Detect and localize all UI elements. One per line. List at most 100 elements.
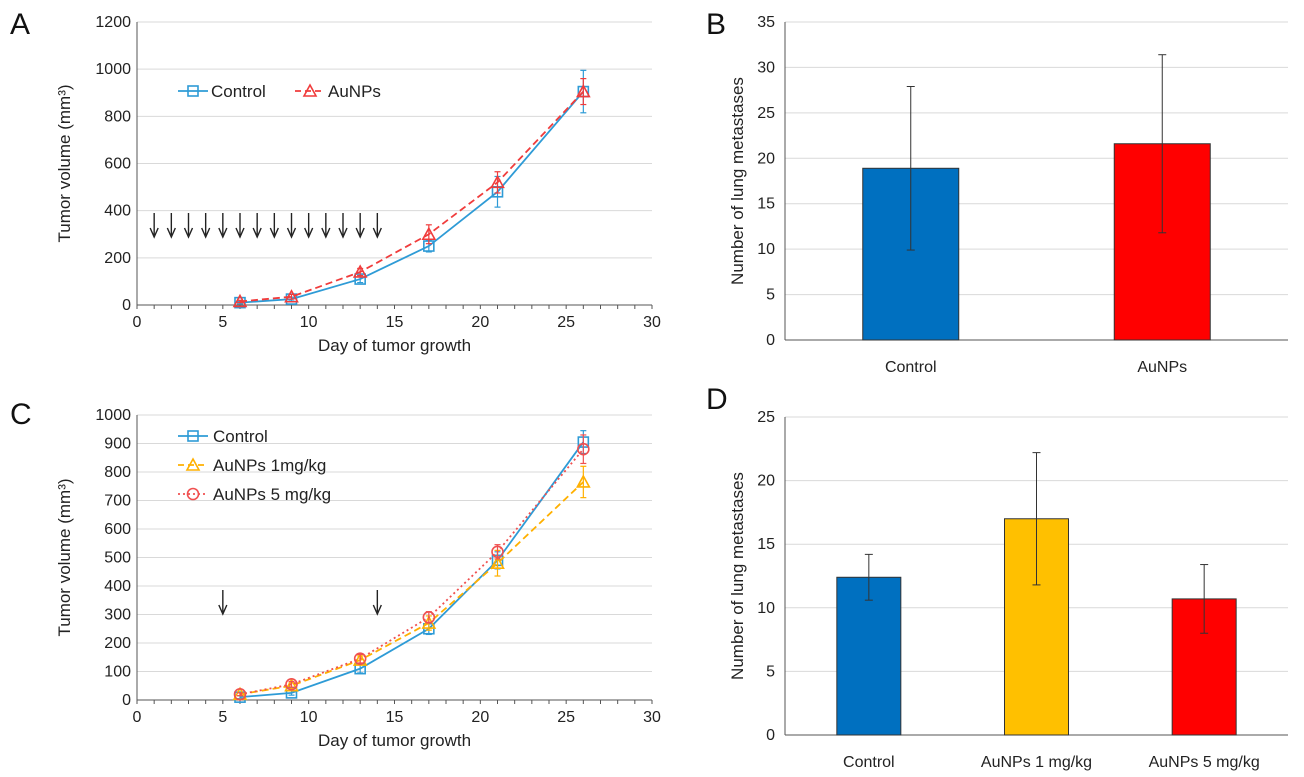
y-tick-label: 20 [757, 473, 775, 490]
data-point [352, 264, 368, 278]
x-tick-label: 15 [386, 709, 404, 726]
y-tick-label: 800 [104, 464, 131, 481]
y-tick-label: 15 [757, 196, 775, 213]
dosing-arrow-head [235, 227, 245, 239]
data-point [233, 687, 247, 701]
y-tick-label: 35 [757, 14, 775, 31]
y-tick-label: 0 [122, 297, 131, 314]
dosing-arrow-head [149, 227, 159, 239]
y-tick-label: 0 [766, 332, 775, 349]
dosing-arrow-head [321, 227, 331, 239]
y-tick-label: 20 [757, 150, 775, 167]
legend-label: AuNPs [328, 82, 381, 101]
panel-label-b: B [706, 8, 726, 41]
y-tick-label: 700 [104, 493, 131, 510]
y-tick-label: 10 [757, 241, 775, 258]
series-line-0 [239, 90, 585, 304]
y-axis-title: Number of lung metastases [728, 77, 747, 285]
legend-label: Control [211, 82, 266, 101]
data-point [284, 289, 299, 303]
y-tick-label: 900 [104, 436, 131, 453]
data-point [491, 545, 504, 559]
y-tick-label: 300 [104, 607, 131, 624]
y-tick-label: 1200 [95, 14, 131, 31]
dosing-arrow-head [218, 227, 228, 239]
y-tick-label: 800 [104, 108, 131, 125]
legend-label: AuNPs 5 mg/kg [213, 485, 331, 504]
y-tick-label: 0 [122, 692, 131, 709]
y-tick-label: 25 [757, 105, 775, 122]
y-tick-label: 25 [757, 409, 775, 426]
chart-panel-d: 0 5 10 15 20 25 Control AuNPs 1 mg/kg AuNPs 5 mg… [728, 409, 1288, 771]
data-point [577, 442, 590, 456]
data-point [575, 474, 591, 488]
y-tick-label: 1000 [95, 61, 131, 78]
data-point [490, 174, 505, 189]
x-axis-title: Day of tumor growth [318, 731, 471, 750]
y-tick-label: 1000 [95, 407, 131, 424]
x-tick-label: AuNPs 1 mg/kg [981, 754, 1092, 771]
dosing-arrow-head [201, 227, 211, 239]
x-tick-label: 15 [386, 314, 404, 331]
y-tick-label: 0 [766, 727, 775, 744]
data-point [234, 296, 246, 309]
x-tick-label: 5 [218, 709, 227, 726]
series-line-1 [239, 481, 584, 696]
dosing-arrow-head [286, 227, 297, 239]
x-tick-label: Control [885, 359, 937, 376]
data-point [422, 611, 436, 624]
bar [836, 576, 902, 736]
data-point [284, 678, 299, 692]
legend-marker [187, 85, 199, 97]
y-axis-title: Tumor volume (mm³) [55, 478, 74, 636]
y-tick-label: 100 [104, 664, 131, 681]
panel-label-d: D [706, 383, 728, 416]
x-tick-label: AuNPs 5 mg/kg [1149, 754, 1260, 771]
x-tick-label: 30 [643, 314, 661, 331]
dosing-arrow-head [372, 227, 382, 239]
legend-label: AuNPs 1mg/kg [213, 456, 326, 475]
y-tick-label: 400 [104, 578, 131, 595]
y-axis-title: Number of lung metastases [728, 472, 747, 680]
legend-label: Control [213, 427, 268, 446]
y-tick-label: 15 [757, 536, 775, 553]
dosing-arrow-head [355, 227, 365, 239]
y-tick-label: 200 [104, 250, 131, 267]
x-tick-label: 20 [471, 709, 489, 726]
y-tick-label: 400 [104, 203, 131, 220]
data-point [352, 652, 368, 666]
x-tick-label: 0 [133, 709, 142, 726]
series-line-2 [239, 448, 585, 696]
x-tick-label: 20 [471, 314, 489, 331]
series-line-0 [239, 441, 585, 699]
data-point [353, 652, 367, 665]
y-tick-label: 500 [104, 550, 131, 567]
legend-marker [185, 457, 201, 471]
x-tick-label: Control [843, 754, 895, 771]
dosing-arrow-head [269, 227, 279, 239]
chart-panel-a: 0 200 400 600 800 1000 1200 0 5 10 15 20 25 30 Day of … [55, 14, 661, 355]
panel-label-a: A [10, 8, 30, 41]
y-axis-title: Tumor volume (mm³) [55, 84, 74, 242]
legend-marker [302, 83, 318, 97]
data-point [490, 555, 505, 569]
chart-panel-c: 0 100 200 300 400 500 600 700 800 900 1000 0 5 10 15 20… [55, 407, 661, 750]
chart-panel-b: 0 5 10 15 20 25 30 35 Control AuNPs Number of lung… [728, 14, 1288, 376]
y-tick-label: 600 [104, 521, 131, 538]
x-tick-label: 25 [557, 314, 575, 331]
x-tick-label: 10 [300, 314, 318, 331]
data-point [232, 293, 248, 308]
dosing-arrow-head [183, 227, 194, 239]
y-tick-label: 10 [757, 600, 775, 617]
x-tick-label: 5 [218, 314, 227, 331]
dosing-arrow-head [304, 227, 314, 239]
data-point [421, 226, 437, 241]
legend-marker [187, 430, 199, 442]
y-tick-label: 30 [757, 59, 775, 76]
x-tick-label: 30 [643, 709, 661, 726]
data-point [285, 678, 298, 691]
dosing-arrow-head [252, 227, 262, 239]
y-tick-label: 200 [104, 635, 131, 652]
dosing-arrow-head [338, 227, 348, 239]
